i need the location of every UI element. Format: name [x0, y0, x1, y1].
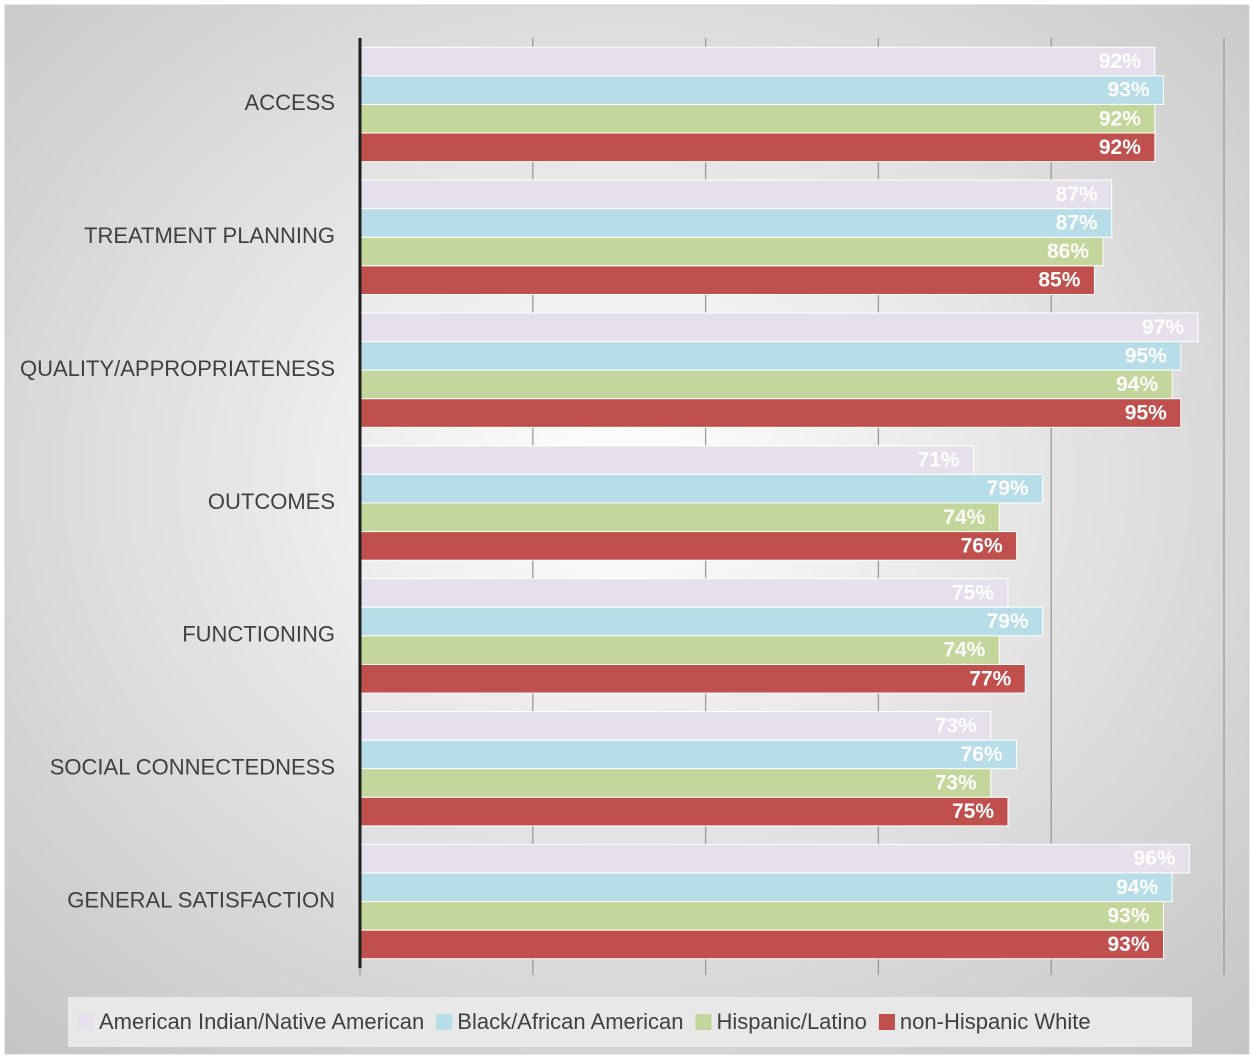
value-label: 92% [1099, 50, 1141, 73]
bars: ACCESS 92% 93% 92% 92% TREATMENT PLANNING 87% 8… [20, 38, 1199, 968]
y-tick-label: GENERAL SATISFACTION [67, 887, 335, 912]
y-tick-label: TREATMENT PLANNING [84, 223, 335, 248]
value-label: 74% [943, 639, 985, 662]
bar [359, 663, 1026, 694]
bar [359, 872, 1173, 903]
value-label: 73% [935, 714, 977, 737]
value-label: 73% [935, 772, 977, 795]
y-tick-label: SOCIAL CONNECTEDNESS [50, 755, 335, 780]
bar [359, 843, 1190, 874]
value-label: 85% [1038, 269, 1080, 292]
value-label: 74% [943, 506, 985, 529]
bar [359, 445, 974, 475]
bar [359, 739, 1018, 770]
value-label: 79% [987, 610, 1029, 633]
bar [359, 132, 1156, 163]
legend-label: Black/African American [457, 1009, 683, 1034]
value-label: 77% [969, 667, 1011, 690]
bar [359, 578, 1009, 608]
bar [359, 341, 1182, 371]
bar [359, 796, 1009, 827]
y-tick-label: QUALITY/APPROPRIATENESS [20, 356, 335, 381]
legend-swatch [695, 1014, 712, 1030]
legend-box [68, 997, 1192, 1047]
value-label: 95% [1125, 344, 1167, 367]
value-label: 97% [1142, 316, 1184, 339]
bar [359, 606, 1044, 637]
value-label: 93% [1107, 933, 1149, 956]
bar [359, 711, 992, 741]
legend: American Indian/Native American Black/Afr… [78, 1009, 1091, 1034]
legend-swatch [878, 1014, 895, 1030]
y-tick-label: FUNCTIONING [182, 622, 335, 647]
value-label: 92% [1099, 136, 1141, 159]
legend-label: non-Hispanic White [900, 1009, 1091, 1034]
value-label: 94% [1116, 373, 1158, 396]
bar [359, 635, 1000, 665]
bar [359, 312, 1199, 343]
bar [359, 208, 1113, 238]
value-label: 94% [1116, 876, 1158, 899]
bar [359, 46, 1156, 77]
value-label: 93% [1107, 79, 1149, 102]
bar [359, 901, 1165, 931]
legend-label: Hispanic/Latino [716, 1009, 866, 1034]
bar [359, 236, 1104, 267]
legend-swatch [436, 1014, 453, 1030]
value-label: 76% [961, 743, 1003, 766]
bar [359, 103, 1156, 134]
bar [359, 531, 1018, 561]
bar [359, 179, 1113, 210]
y-tick-label: ACCESS [245, 90, 335, 115]
bar [359, 75, 1165, 105]
value-label: 75% [952, 582, 994, 605]
bar [359, 768, 992, 798]
value-label: 96% [1133, 847, 1175, 870]
y-tick-label: OUTCOMES [208, 489, 335, 514]
legend-label: American Indian/Native American [99, 1009, 424, 1034]
value-label: 75% [952, 800, 994, 823]
bar [359, 265, 1095, 295]
value-label: 79% [987, 477, 1029, 500]
bar [359, 929, 1165, 960]
value-label: 87% [1056, 183, 1098, 206]
legend-swatch [78, 1014, 94, 1030]
value-label: 93% [1107, 904, 1149, 927]
bar [359, 502, 1000, 533]
value-label: 87% [1056, 212, 1098, 235]
value-label: 92% [1099, 107, 1141, 130]
value-label: 76% [961, 534, 1003, 557]
bar [359, 398, 1182, 428]
value-label: 86% [1047, 240, 1089, 263]
value-label: 95% [1125, 402, 1167, 425]
bar [359, 369, 1173, 400]
value-label: 71% [917, 449, 959, 472]
bar [359, 473, 1044, 504]
